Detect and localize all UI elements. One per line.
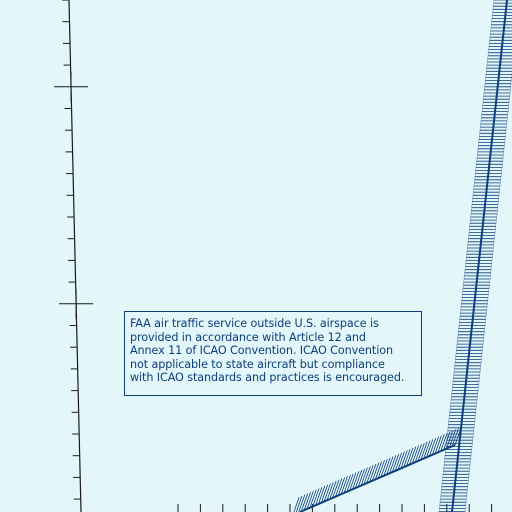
boundary-hatch-mark	[309, 489, 317, 508]
boundary-band-edge	[438, 0, 495, 512]
boundary-hatch-mark	[372, 462, 380, 481]
graticule-meridian-scale	[54, 0, 94, 512]
boundary-hatch-mark	[369, 463, 377, 483]
boundary-hatch-mark	[355, 469, 363, 489]
boundary-hatch-mark	[306, 490, 314, 510]
boundary-hatch-mark	[352, 471, 360, 490]
boundary-hatch-mark	[446, 430, 454, 449]
boundary-hatch-mark	[423, 440, 431, 459]
boundary-hatch-mark	[363, 466, 371, 485]
boundary-hatch-mark	[437, 434, 445, 453]
notice-line-2: provided in accordance with Article 12 a…	[130, 330, 366, 344]
boundary-hatch-mark	[414, 444, 422, 463]
boundary-hatch-band-diagonal	[293, 426, 462, 512]
boundary-hatch-mark	[357, 468, 365, 487]
boundary-hatch-mark	[397, 451, 405, 470]
boundary-hatch-mark	[366, 464, 374, 484]
boundary-hatch-mark	[303, 492, 311, 511]
boundary-hatch-mark	[377, 460, 385, 479]
boundary-hatch-mark	[318, 485, 326, 505]
boundary-hatch-mark	[431, 436, 439, 455]
boundary-hatch-mark	[383, 457, 391, 476]
notice-line-4: not applicable to state aircraft but com…	[130, 357, 385, 371]
boundary-hatch-mark	[426, 439, 434, 458]
boundary-hatch-mark	[451, 428, 459, 447]
boundary-hatch-mark	[392, 453, 400, 473]
boundary-hatch-mark	[429, 437, 437, 457]
boundary-hatch-mark	[360, 467, 368, 486]
airspace-boundary-line-diagonal	[299, 444, 456, 512]
boundary-hatch-mark	[337, 477, 346, 496]
boundary-hatch-mark	[293, 496, 300, 512]
notice-line-3: Annex 11 of ICAO Convention. ICAO Conven…	[130, 344, 393, 358]
boundary-hatch-mark	[374, 461, 383, 480]
boundary-hatch-mark	[295, 495, 303, 512]
boundary-hatch-mark	[315, 487, 323, 506]
boundary-hatch-mark	[400, 450, 408, 469]
boundary-hatch-band-vertical	[438, 0, 512, 512]
boundary-hatch-mark	[406, 447, 414, 467]
boundary-hatch-mark	[323, 483, 331, 502]
boundary-hatch-mark	[349, 472, 357, 491]
boundary-hatch-mark	[420, 441, 428, 460]
notice-line-1: FAA air traffic service outside U.S. air…	[130, 317, 379, 330]
boundary-hatch-mark	[440, 433, 448, 452]
boundary-hatch-mark	[411, 445, 420, 464]
boundary-hatch-mark	[335, 478, 343, 497]
boundary-hatch-mark	[389, 455, 397, 474]
boundary-hatch-mark	[443, 431, 451, 451]
faa-icao-notice-box: FAA air traffic service outside U.S. air…	[124, 311, 422, 396]
boundary-hatch-mark	[300, 493, 309, 512]
boundary-hatch-mark	[403, 449, 411, 468]
boundary-band-edge	[464, 71, 512, 512]
boundary-hatch-mark	[298, 494, 306, 512]
boundary-hatch-mark	[326, 482, 334, 501]
notice-line-5: with ICAO standards and practices is enc…	[130, 371, 405, 385]
boundary-hatch-mark	[417, 442, 425, 462]
boundary-hatch-mark	[380, 458, 388, 478]
boundary-hatch-mark	[340, 476, 348, 495]
boundary-hatch-mark	[448, 429, 457, 448]
boundary-hatch-mark	[312, 488, 320, 507]
boundary-hatch-mark	[343, 474, 351, 494]
boundary-hatch-mark	[346, 473, 354, 492]
boundary-hatch-mark	[332, 479, 340, 499]
boundary-hatch-mark	[409, 446, 417, 465]
boundary-hatch-mark	[329, 480, 337, 500]
airspace-boundary-line-vertical	[451, 0, 508, 512]
boundary-hatch-mark	[320, 484, 328, 503]
boundary-hatch-mark	[394, 452, 402, 471]
boundary-hatch-mark	[434, 435, 442, 454]
boundary-hatch-mark	[386, 456, 394, 475]
